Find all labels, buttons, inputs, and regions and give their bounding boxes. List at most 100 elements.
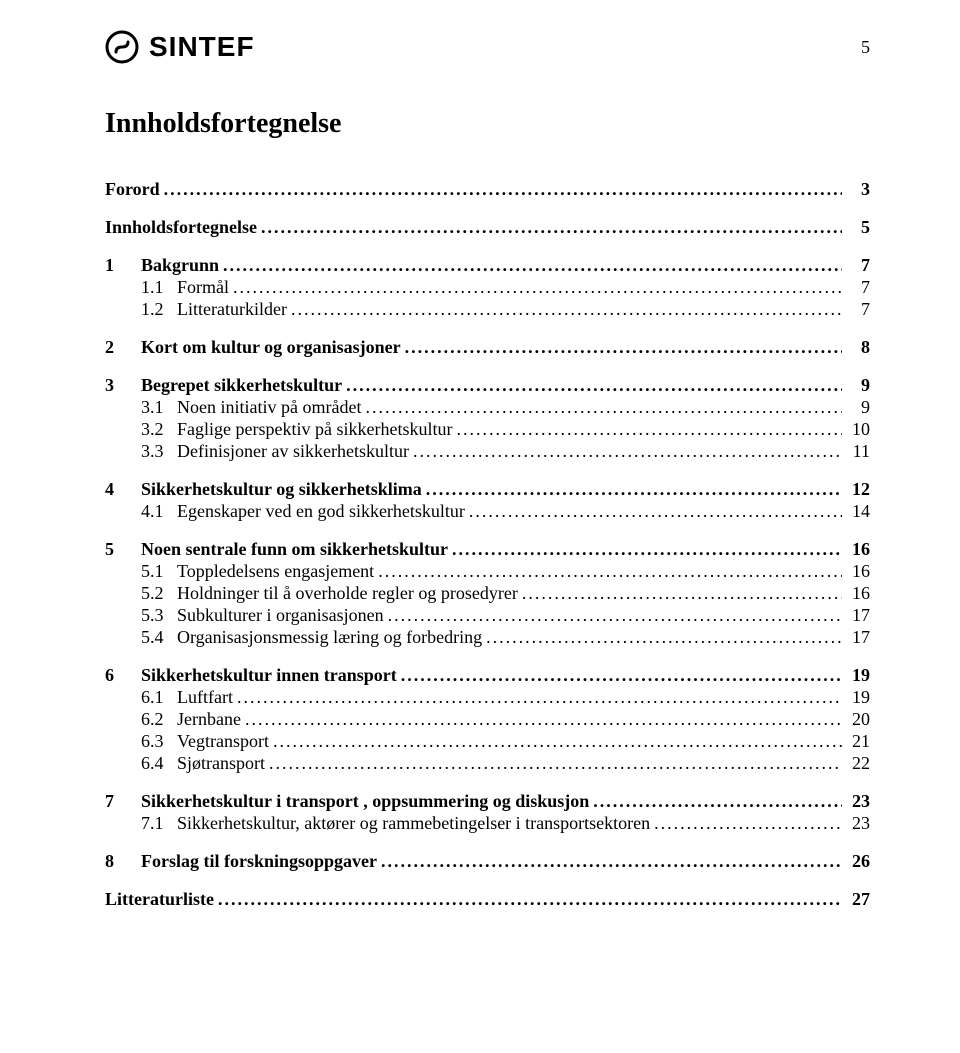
toc-entry: 1.1Formål7 xyxy=(105,278,870,296)
logo-text: SINTEF xyxy=(149,31,255,63)
toc-entry: 4Sikkerhetskultur og sikkerhetsklima 12 xyxy=(105,480,870,498)
toc-leader xyxy=(218,890,842,908)
toc-entry: Litteraturliste 27 xyxy=(105,890,870,908)
toc-number: 6 xyxy=(105,666,141,684)
toc-label: Noen initiativ på området xyxy=(177,398,361,416)
toc-label: Sikkerhetskultur i transport , oppsummer… xyxy=(141,792,589,810)
table-of-contents: Forord3Innholdsfortegnelse51Bakgrunn71.1… xyxy=(105,180,870,908)
toc-label: Sikkerhetskultur, aktører og rammebeting… xyxy=(177,814,650,832)
toc-entry: 3Begrepet sikkerhetskultur9 xyxy=(105,376,870,394)
toc-label: Holdninger til å overholde regler og pro… xyxy=(177,584,518,602)
toc-page: 3 xyxy=(846,180,870,198)
toc-label: Forslag til forskningsoppgaver xyxy=(141,852,377,870)
toc-leader xyxy=(233,278,842,296)
toc-number: 4 xyxy=(105,480,141,498)
toc-label: Sikkerhetskultur og sikkerhetsklima xyxy=(141,480,422,498)
toc-entry: 5.4Organisasjonsmessig læring og forbedr… xyxy=(105,628,870,646)
toc-number: 6.3 xyxy=(141,732,177,750)
toc-entry: 5.3Subkulturer i organisasjonen17 xyxy=(105,606,870,624)
toc-leader xyxy=(245,710,842,728)
toc-leader xyxy=(593,792,842,810)
toc-entry: 6.2Jernbane20 xyxy=(105,710,870,728)
toc-label: Organisasjonsmessig læring og forbedring xyxy=(177,628,482,646)
toc-label: Litteraturkilder xyxy=(177,300,287,318)
toc-leader xyxy=(164,180,842,198)
toc-leader xyxy=(388,606,842,624)
toc-entry: 1.2Litteraturkilder7 xyxy=(105,300,870,318)
toc-label: Sikkerhetskultur innen transport xyxy=(141,666,397,684)
toc-page: 27 xyxy=(846,890,870,908)
toc-leader xyxy=(269,754,842,772)
toc-entry: 5.1Toppledelsens engasjement16 xyxy=(105,562,870,580)
toc-entry: 3.1Noen initiativ på området 9 xyxy=(105,398,870,416)
toc-leader xyxy=(381,852,842,870)
page-title: Innholdsfortegnelse xyxy=(105,108,870,140)
toc-entry: 6.4Sjøtransport 22 xyxy=(105,754,870,772)
page-header: SINTEF 5 xyxy=(105,30,870,64)
toc-number: 5 xyxy=(105,540,141,558)
toc-entry: 1Bakgrunn7 xyxy=(105,256,870,274)
toc-number: 3.1 xyxy=(141,398,177,416)
toc-number: 6.1 xyxy=(141,688,177,706)
toc-number: 6.2 xyxy=(141,710,177,728)
toc-entry: 7Sikkerhetskultur i transport , oppsumme… xyxy=(105,792,870,810)
toc-leader xyxy=(365,398,842,416)
page-number: 5 xyxy=(861,37,870,58)
toc-page: 16 xyxy=(846,540,870,558)
toc-number: 8 xyxy=(105,852,141,870)
toc-entry: 3.2Faglige perspektiv på sikkerhetskultu… xyxy=(105,420,870,438)
toc-number: 2 xyxy=(105,338,141,356)
toc-label: Litteraturliste xyxy=(105,890,214,908)
toc-page: 11 xyxy=(846,442,870,460)
toc-entry: 4.1Egenskaper ved en god sikkerhetskultu… xyxy=(105,502,870,520)
toc-entry: 3.3Definisjoner av sikkerhetskultur 11 xyxy=(105,442,870,460)
toc-page: 17 xyxy=(846,606,870,624)
sintef-logo-icon xyxy=(105,30,139,64)
toc-leader xyxy=(654,814,842,832)
toc-page: 12 xyxy=(846,480,870,498)
toc-number: 6.4 xyxy=(141,754,177,772)
toc-page: 7 xyxy=(846,256,870,274)
toc-entry: 6.3Vegtransport 21 xyxy=(105,732,870,750)
toc-leader xyxy=(346,376,842,394)
toc-page: 21 xyxy=(846,732,870,750)
toc-entry: 5.2Holdninger til å overholde regler og … xyxy=(105,584,870,602)
toc-page: 23 xyxy=(846,814,870,832)
toc-leader xyxy=(261,218,842,236)
toc-leader xyxy=(237,688,842,706)
toc-entry: 2Kort om kultur og organisasjoner 8 xyxy=(105,338,870,356)
toc-label: Definisjoner av sikkerhetskultur xyxy=(177,442,409,460)
toc-page: 19 xyxy=(846,688,870,706)
toc-page: 17 xyxy=(846,628,870,646)
toc-entry: 5Noen sentrale funn om sikkerhetskultur1… xyxy=(105,540,870,558)
toc-leader xyxy=(426,480,842,498)
toc-leader xyxy=(273,732,842,750)
toc-leader xyxy=(291,300,842,318)
toc-entry: 6.1Luftfart19 xyxy=(105,688,870,706)
toc-label: Vegtransport xyxy=(177,732,269,750)
toc-entry: Innholdsfortegnelse5 xyxy=(105,218,870,236)
toc-page: 9 xyxy=(846,398,870,416)
toc-label: Formål xyxy=(177,278,229,296)
toc-label: Sjøtransport xyxy=(177,754,265,772)
toc-leader xyxy=(378,562,842,580)
toc-entry: 6Sikkerhetskultur innen transport19 xyxy=(105,666,870,684)
toc-number: 1.2 xyxy=(141,300,177,318)
toc-entry: 8Forslag til forskningsoppgaver 26 xyxy=(105,852,870,870)
toc-page: 16 xyxy=(846,562,870,580)
toc-number: 5.3 xyxy=(141,606,177,624)
toc-number: 3.3 xyxy=(141,442,177,460)
toc-leader xyxy=(522,584,842,602)
toc-label: Bakgrunn xyxy=(141,256,219,274)
toc-label: Forord xyxy=(105,180,160,198)
toc-leader xyxy=(405,338,842,356)
toc-page: 5 xyxy=(846,218,870,236)
toc-page: 8 xyxy=(846,338,870,356)
toc-label: Egenskaper ved en god sikkerhetskultur xyxy=(177,502,465,520)
toc-page: 26 xyxy=(846,852,870,870)
toc-page: 16 xyxy=(846,584,870,602)
toc-page: 22 xyxy=(846,754,870,772)
toc-label: Kort om kultur og organisasjoner xyxy=(141,338,401,356)
toc-leader xyxy=(486,628,842,646)
toc-leader xyxy=(452,540,842,558)
